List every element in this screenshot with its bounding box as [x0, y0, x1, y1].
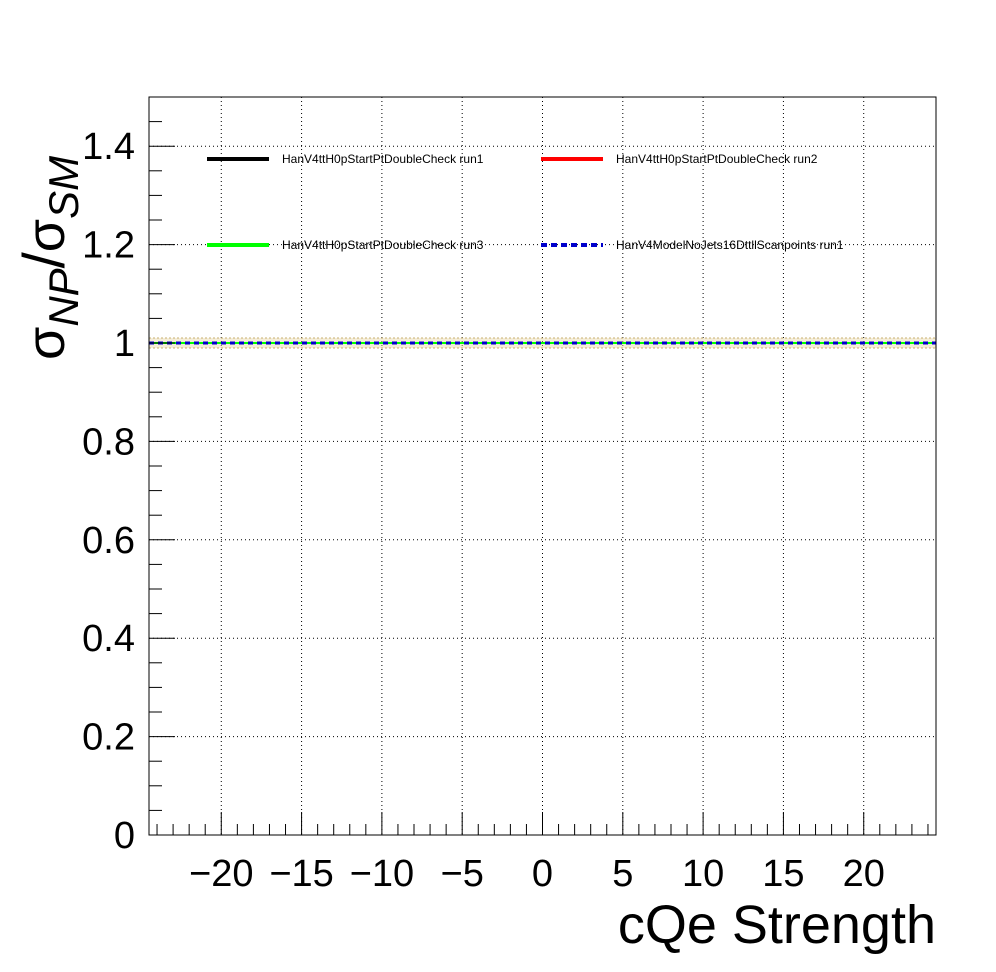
- x-tick-label: 5: [612, 853, 633, 895]
- y-tick-label: 1: [114, 323, 135, 365]
- y-tick-label: 0.4: [82, 618, 135, 660]
- x-tick-label: 20: [843, 853, 885, 895]
- y-tick-label: 0: [114, 815, 135, 857]
- grid: [149, 97, 936, 835]
- legend-entry-3: HanV4ttH0pStartPtDoubleCheck run3: [207, 238, 484, 252]
- x-axis: −20 −15 −10 −5 0 5 10 15 20: [156, 812, 929, 895]
- y-title-sigma-2: σ: [16, 219, 76, 252]
- y-tick-label: 0.6: [82, 520, 135, 562]
- x-tick-label: −15: [269, 853, 333, 895]
- x-tick-label: 10: [682, 853, 724, 895]
- y-tick-label: 0.2: [82, 717, 135, 759]
- y-title-sigma: σ: [16, 327, 76, 360]
- y-tick-label: 1.2: [82, 225, 135, 267]
- y-tick-label: 0.8: [82, 421, 135, 463]
- y-title-slash: /: [12, 251, 77, 268]
- legend-label: HanV4ttH0pStartPtDoubleCheck run3: [282, 238, 484, 252]
- y-tick-label: 1.4: [82, 126, 135, 168]
- legend-entry-1: HanV4ttH0pStartPtDoubleCheck run1: [207, 152, 484, 166]
- y-axis-title: σNP/σSM: [12, 156, 87, 360]
- x-tick-label: 0: [532, 853, 553, 895]
- svg-text:σNP/σSM: σNP/σSM: [12, 156, 87, 360]
- x-tick-label: −10: [350, 853, 414, 895]
- legend-label: HanV4ModelNoJets16DttllScanpoints run1: [616, 238, 844, 252]
- legend-entry-2: HanV4ttH0pStartPtDoubleCheck run2: [541, 152, 818, 166]
- x-tick-label: 15: [762, 853, 804, 895]
- legend-entry-4: HanV4ModelNoJets16DttllScanpoints run1: [541, 238, 844, 252]
- legend-label: HanV4ttH0pStartPtDoubleCheck run2: [616, 152, 818, 166]
- y-title-sub-sm: SM: [40, 156, 87, 219]
- legend-label: HanV4ttH0pStartPtDoubleCheck run1: [282, 152, 484, 166]
- y-title-sub-np: NP: [40, 268, 87, 326]
- x-tick-label: −5: [441, 853, 484, 895]
- legend: HanV4ttH0pStartPtDoubleCheck run1 HanV4tt…: [207, 152, 844, 252]
- x-tick-label: −20: [189, 853, 253, 895]
- y-axis: 0 0.2 0.4 0.6 0.8 1 1.2 1.4: [82, 96, 175, 857]
- x-axis-title: cQe Strength: [618, 895, 936, 955]
